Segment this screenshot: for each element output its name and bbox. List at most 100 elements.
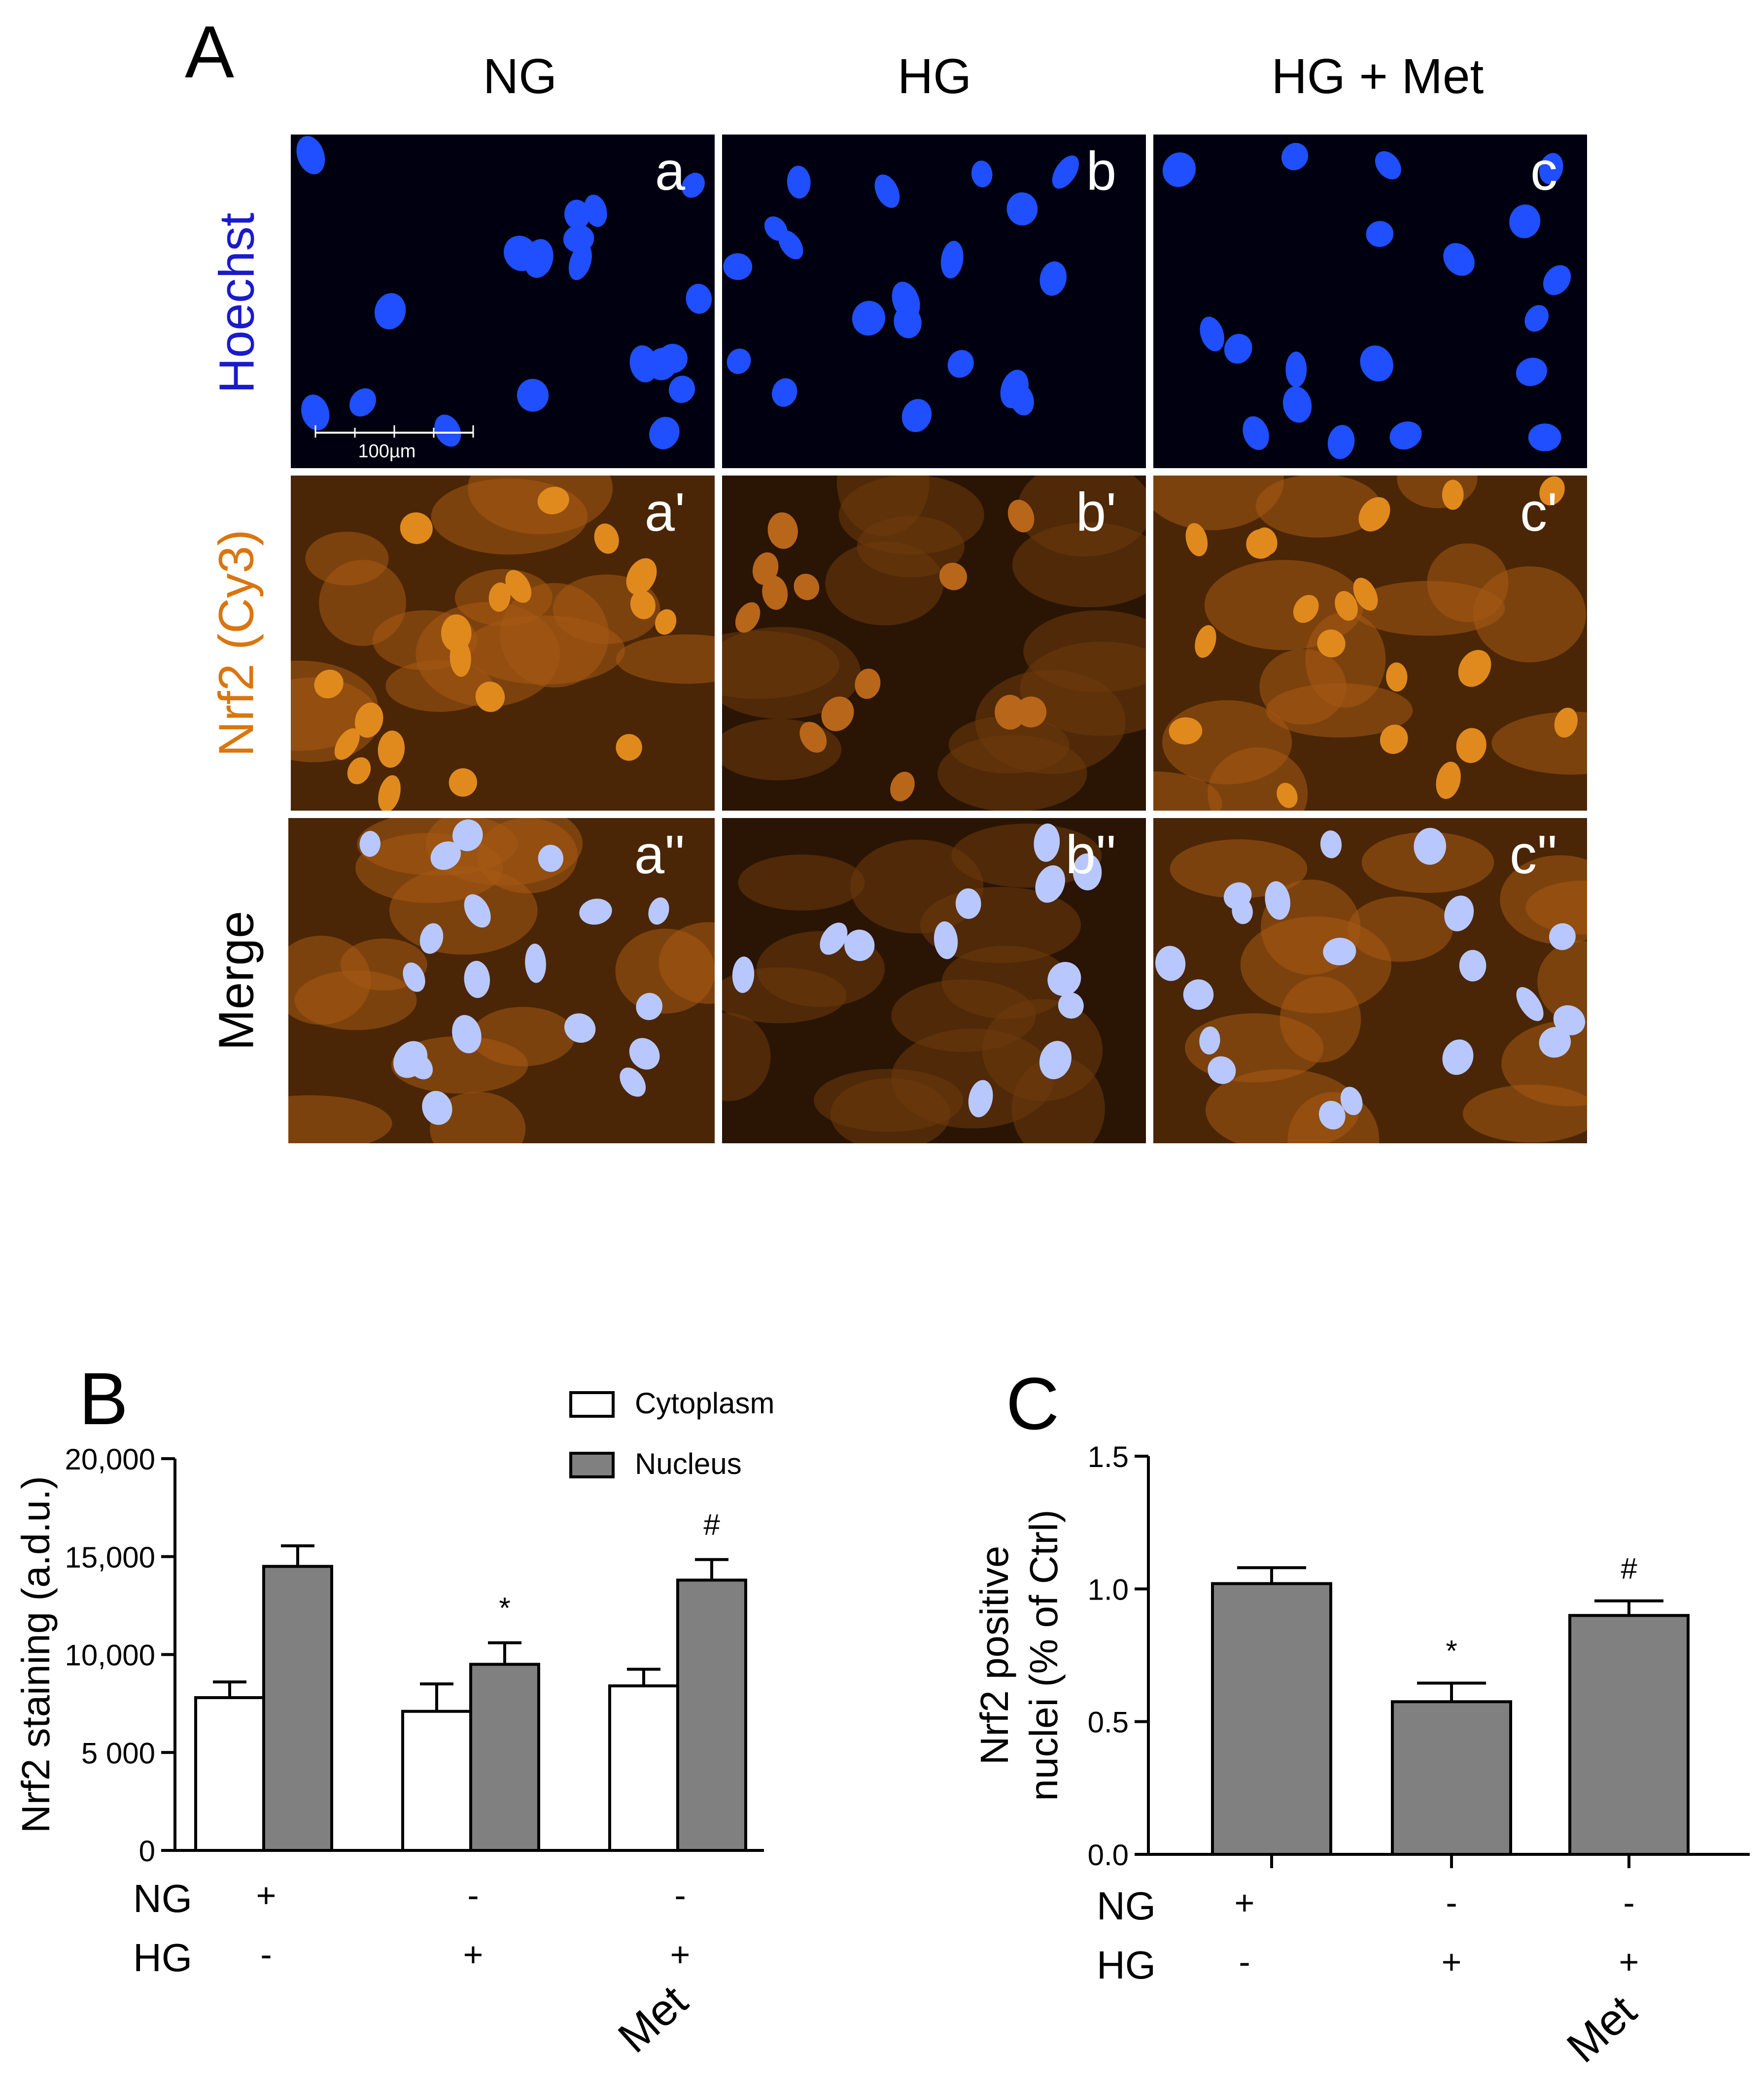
y-tick-label: 5 000 [81,1737,155,1770]
nucleus [934,921,958,959]
cell-body [722,1013,771,1101]
nucleus [855,668,881,699]
tile-letter-a-prime: a' [644,482,685,543]
tile-letter-c-prime: c' [1520,482,1557,543]
nucleus [940,240,964,279]
tile-letter-c: c [1530,141,1557,202]
nucleus [1442,479,1464,510]
row-label-nrf2: Nrf2 (Cy3) [208,529,264,757]
cell-body [1351,581,1505,636]
nucleus [1243,416,1269,450]
condition-sign: - [467,1876,479,1914]
row-label-hoechst: Hoechst [208,212,264,394]
nucleus [626,558,657,595]
nucleus [1386,662,1408,692]
nucleus [1366,221,1394,247]
hoechst-hg-image: b [722,135,1146,468]
nucleus [939,562,968,590]
nucleus [799,721,827,753]
nucleus [464,894,491,928]
significance-mark: # [1621,1552,1637,1585]
nucleus [1539,476,1565,506]
nucleus [525,943,546,983]
nucleus [403,962,425,992]
cell-body [288,1095,392,1143]
nucleus [334,728,360,760]
panel-b-letter: B [79,1357,128,1440]
nucleus [630,590,656,619]
nucleus [1034,823,1060,862]
nucleus [1528,423,1561,451]
nucleus [1375,151,1401,179]
cell-body [1259,649,1347,725]
nucleus [616,734,642,761]
nucleus [505,570,532,603]
cell-body [1012,522,1146,608]
nucleus [408,1054,433,1080]
cell-body [825,541,944,626]
cell-body [1473,566,1586,663]
nucleus [657,343,688,374]
nucleus [892,281,920,320]
nucleus [668,376,695,403]
merge-ng-svg [288,818,715,1143]
cell-body [738,854,865,911]
cell-body [305,531,389,585]
nucleus [452,819,483,852]
bar [1391,1700,1512,1856]
nucleus [649,416,680,449]
nucleus [441,614,472,652]
row-label-merge: Merge [208,911,264,1051]
nucleus [1554,708,1578,738]
nucleus [537,486,569,514]
nucleus [732,957,755,993]
legend-swatch-cytoplasm [569,1391,615,1418]
nucleus [1009,383,1034,416]
nucleus [995,694,1026,730]
nucleus [354,702,383,738]
merge-ng-image: a'' [288,818,715,1143]
cell-body [850,839,984,934]
nucleus [772,378,797,407]
tile-letter-a-double-prime: a'' [634,824,685,885]
condition-label-hg: HG [133,1936,192,1980]
nucleus [584,194,607,227]
y-tick-label: 0.0 [1088,1839,1129,1872]
tile-background [722,135,1146,468]
significance-mark: * [1446,1635,1457,1668]
cell-body [615,928,715,1014]
panel-a-letter: A [185,10,235,93]
nucleus [686,283,712,314]
condition-sign: + [1619,1943,1639,1981]
nucleus [1282,386,1312,423]
tile-letter-a: a [655,141,685,202]
nucleus [1039,1041,1072,1080]
nucleus [1549,923,1576,950]
nucleus [1509,204,1541,239]
tile-letter-b-double-prime: b'' [1065,824,1116,885]
nucleus [1285,351,1307,387]
panel-c-letter: C [1006,1362,1059,1445]
bar-nucleus [469,1663,540,1852]
nucleus [1524,305,1549,332]
nucleus [1444,895,1474,931]
y-tick-label: 15,000 [65,1541,155,1574]
nucleus [1208,1056,1236,1084]
condition-sign: + [1442,1943,1462,1981]
nucleus [874,174,900,208]
nucleus [820,922,848,955]
nucleus [767,512,798,549]
condition-label-ng: NG [1097,1884,1156,1928]
nucleus [955,888,981,919]
nucleus [1183,979,1214,1010]
condition-label-hg: HG [1097,1943,1156,1987]
nucleus [1058,992,1084,1019]
bar-cytoplasm [194,1696,265,1852]
nucleus [971,160,993,188]
nucleus [524,239,553,278]
nucleus [1281,142,1309,171]
condition-sign: - [260,1935,272,1974]
nucleus [1293,595,1319,623]
nucleus [564,1013,596,1043]
nucleus [1265,881,1290,920]
